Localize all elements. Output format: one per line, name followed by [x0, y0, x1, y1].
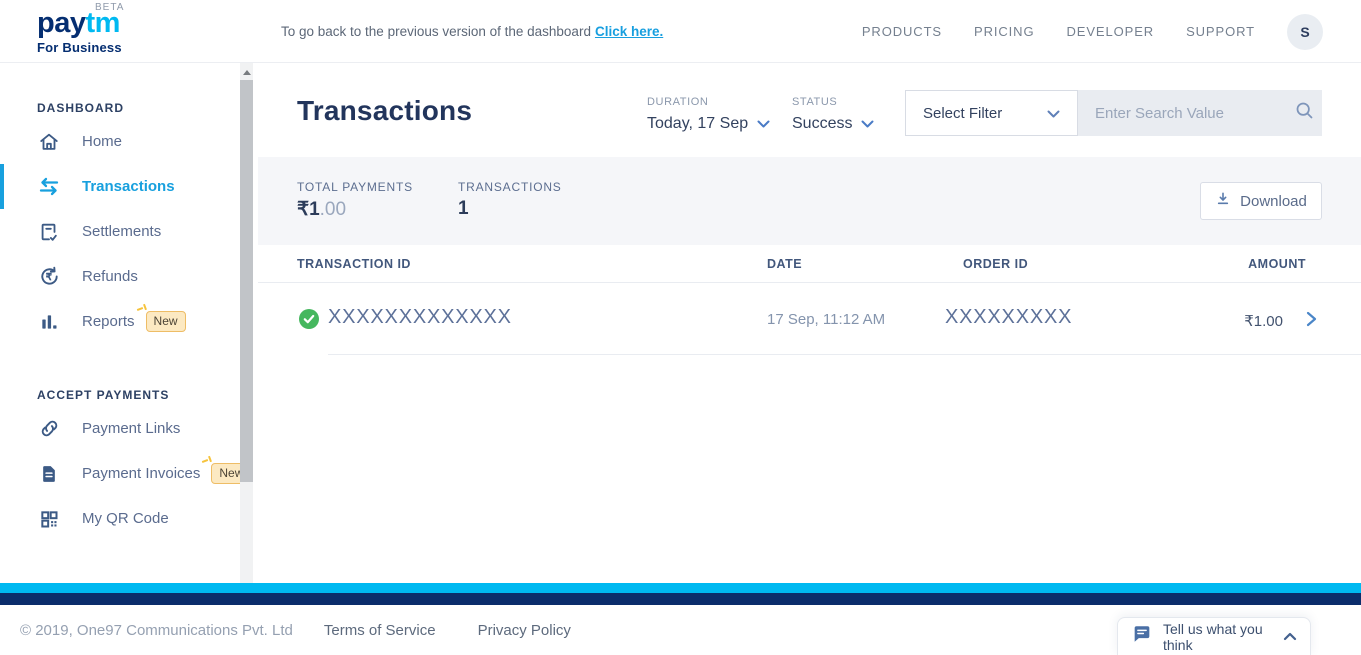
sidebar-section-dashboard: DASHBOARD [37, 101, 124, 115]
sidebar-item-label: Payment Links [82, 420, 181, 437]
total-payments-value: ₹1 [297, 199, 320, 220]
paytm-logo[interactable]: paytm BETA For Business [37, 3, 123, 55]
chevron-down-icon [757, 115, 770, 133]
logo-pay-text: pay [37, 7, 86, 39]
sidebar-item-label: Reports [82, 313, 135, 330]
sidebar-item-settlements[interactable]: Settlements [0, 209, 258, 254]
qr-icon [37, 507, 61, 531]
settlements-icon [37, 220, 61, 244]
column-header-date: DATE [767, 257, 803, 271]
search-input[interactable] [1095, 104, 1294, 122]
terms-of-service-link[interactable]: Terms of Service [323, 621, 436, 639]
sidebar-item-label: Refunds [82, 268, 138, 285]
main-content: Transactions DURATION Today, 17 Sep STAT… [258, 63, 1361, 583]
sidebar-item-refunds[interactable]: ₹ Refunds [0, 254, 258, 299]
summary-bar: TOTAL PAYMENTS ₹1.00 TRANSACTIONS 1 Down… [258, 157, 1361, 245]
sidebar-item-label: My QR Code [82, 510, 169, 527]
sidebar: DASHBOARD Home Transactions Settlements … [0, 63, 258, 583]
home-icon [37, 130, 61, 154]
chevron-up-icon[interactable] [1283, 632, 1297, 641]
chevron-right-icon[interactable] [1306, 311, 1317, 327]
sidebar-section-accept-payments: ACCEPT PAYMENTS [37, 388, 170, 402]
cell-amount: ₹1.00 [1244, 313, 1283, 330]
feedback-bubble-icon [1131, 623, 1153, 650]
sidebar-item-payment-links[interactable]: Payment Links [0, 406, 258, 451]
copyright-text: © 2019, One97 Communications Pvt. Ltd [20, 621, 293, 639]
status-value: Success [792, 115, 853, 132]
chevron-down-icon [861, 115, 874, 133]
refunds-icon: ₹ [37, 265, 61, 289]
sidebar-item-reports[interactable]: Reports New [0, 299, 258, 344]
transactions-count-value: 1 [458, 198, 469, 219]
nav-developer[interactable]: DEVELOPER [1066, 24, 1155, 39]
sidebar-item-my-qr-code[interactable]: My QR Code [0, 496, 258, 541]
previous-version-banner: To go back to the previous version of th… [281, 24, 663, 39]
cell-date: 17 Sep, 11:12 AM [767, 311, 886, 328]
nav-support[interactable]: SUPPORT [1186, 24, 1255, 39]
sidebar-item-label: Settlements [82, 223, 162, 240]
search-icon[interactable] [1294, 100, 1315, 126]
download-button[interactable]: Download [1200, 182, 1322, 220]
beta-label: BETA [95, 2, 125, 13]
click-here-link[interactable]: Click here. [594, 24, 664, 39]
sidebar-item-label: Payment Invoices [82, 465, 201, 482]
feedback-widget[interactable]: Tell us what you think [1117, 617, 1311, 655]
total-payments: TOTAL PAYMENTS ₹1.00 [297, 180, 413, 221]
column-header-transaction-id: TRANSACTION ID [297, 257, 411, 271]
top-header: paytm BETA For Business To go back to th… [0, 0, 1361, 63]
scrollbar-thumb[interactable] [240, 80, 253, 482]
feedback-label: Tell us what you think [1163, 620, 1263, 653]
sidebar-item-home[interactable]: Home [0, 119, 258, 164]
cell-transaction-id: XXXXXXXXXXXXX [328, 306, 512, 328]
duration-value: Today, 17 Sep [647, 115, 749, 132]
privacy-policy-link[interactable]: Privacy Policy [477, 621, 571, 639]
duration-filter[interactable]: DURATION Today, 17 Sep [647, 96, 770, 133]
nav-pricing[interactable]: PRICING [974, 24, 1035, 39]
search-box [1078, 90, 1322, 136]
new-badge: New [145, 311, 186, 332]
paytm-logo-wordmark: paytm BETA [37, 3, 123, 39]
link-icon [37, 417, 61, 441]
avatar[interactable]: S [1287, 13, 1323, 50]
footer-cyan-bar [0, 583, 1361, 593]
scrollbar-up-arrow-icon[interactable] [240, 66, 253, 78]
cell-order-id: XXXXXXXXX [945, 306, 1073, 328]
top-nav: PRODUCTS PRICING DEVELOPER SUPPORT S [862, 0, 1323, 63]
transactions-icon [37, 175, 61, 199]
transactions-count-label: TRANSACTIONS [458, 180, 562, 194]
column-header-amount: AMOUNT [1248, 257, 1306, 271]
row-divider [328, 354, 1361, 355]
sidebar-scrollbar[interactable] [240, 63, 253, 583]
transactions-count: TRANSACTIONS 1 [458, 180, 562, 220]
nav-products[interactable]: PRODUCTS [861, 24, 943, 39]
total-payments-label: TOTAL PAYMENTS [297, 180, 413, 194]
column-header-order-id: ORDER ID [963, 257, 1029, 271]
for-business-label: For Business [37, 40, 122, 55]
table-row[interactable]: XXXXXXXXXXXXX 17 Sep, 11:12 AM XXXXXXXXX… [258, 283, 1361, 355]
chevron-down-icon [1047, 105, 1060, 122]
invoice-icon [37, 462, 61, 486]
page-title: Transactions [297, 95, 473, 126]
table-header: TRANSACTION ID DATE ORDER ID AMOUNT [258, 245, 1361, 283]
svg-text:₹: ₹ [45, 272, 51, 283]
download-button-label: Download [1240, 192, 1307, 210]
select-filter-value: Select Filter [923, 104, 1003, 122]
total-payments-decimals: .00 [319, 199, 347, 220]
duration-label: DURATION [647, 96, 709, 108]
download-icon [1215, 191, 1231, 211]
sidebar-item-label: Transactions [82, 178, 175, 195]
logo-tm-text: tm [85, 7, 120, 39]
reports-icon [37, 310, 61, 334]
sidebar-item-label: Home [82, 133, 123, 150]
banner-text: To go back to the previous version of th… [281, 24, 591, 39]
status-label: STATUS [792, 96, 838, 108]
select-filter-dropdown[interactable]: Select Filter [905, 90, 1078, 136]
success-check-icon [299, 309, 319, 329]
sidebar-item-transactions[interactable]: Transactions [0, 164, 258, 209]
footer-navy-bar [0, 593, 1361, 605]
status-filter[interactable]: STATUS Success [792, 96, 874, 133]
sidebar-item-payment-invoices[interactable]: Payment Invoices New [0, 451, 258, 496]
